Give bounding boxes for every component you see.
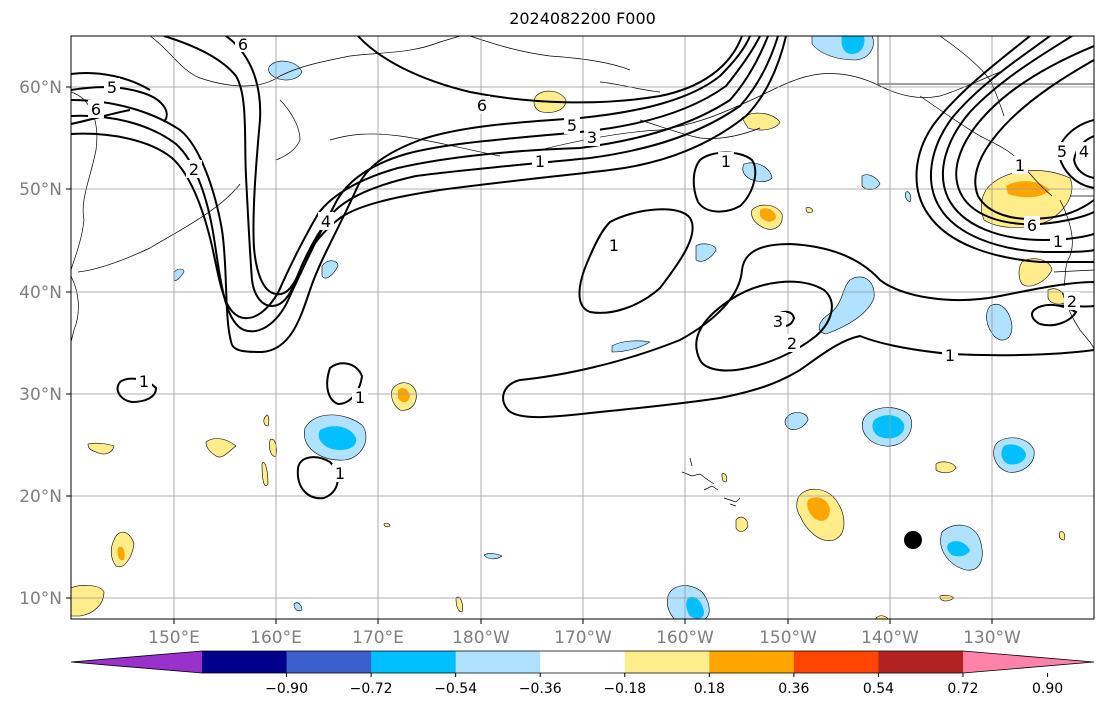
contour-labels: 6 5 6 6 5 3 1 2 4 1 1 1 3 2 bbox=[88, 35, 1092, 483]
contour-label: 3 bbox=[587, 128, 597, 147]
contour-label: 4 bbox=[321, 212, 331, 231]
colorbar-segment bbox=[624, 651, 710, 673]
contour-label: 3 bbox=[773, 312, 783, 331]
map-area bbox=[71, 36, 1094, 619]
colorbar-segment bbox=[709, 651, 795, 673]
colorbar-extend-min bbox=[71, 651, 202, 673]
contour-label: 1 bbox=[535, 152, 545, 171]
contour-label: 1 bbox=[945, 346, 955, 365]
lon-label: 160°E bbox=[250, 628, 302, 648]
colorbar-segment bbox=[540, 651, 626, 673]
latitude-labels: 60°N 50°N 40°N 30°N 20°N 10°N bbox=[19, 78, 71, 609]
lon-label: 130°W bbox=[963, 628, 1021, 648]
lon-label: 170°W bbox=[554, 628, 612, 648]
colorbar: −0.90 −0.72 −0.54 −0.36 −0.18 0.18 0.36 0.54 0.7… bbox=[70, 650, 1095, 697]
colorbar-tick-label: −0.54 bbox=[434, 681, 477, 697]
lon-label: 140°W bbox=[861, 628, 919, 648]
colorbar-segment bbox=[793, 651, 879, 673]
shading-layer bbox=[71, 36, 1073, 619]
colorbar-extend-max bbox=[963, 651, 1094, 673]
colorbar-segment bbox=[202, 651, 288, 673]
lon-label: 150°E bbox=[148, 628, 200, 648]
lat-label: 20°N bbox=[19, 487, 62, 507]
colorbar-segment bbox=[878, 651, 964, 673]
colorbar-segment bbox=[286, 651, 372, 673]
contour-label: 5 bbox=[567, 116, 577, 135]
lon-label: 180°W bbox=[452, 628, 510, 648]
contour-label: 6 bbox=[238, 35, 248, 54]
colorbar-tick-label: −0.36 bbox=[519, 681, 562, 697]
contour-label: 6 bbox=[91, 100, 101, 119]
longitude-labels: 150°E 160°E 170°E 180°W 170°W 160°W 150°… bbox=[148, 619, 1021, 648]
colorbar-tick-label: 0.18 bbox=[694, 681, 725, 697]
colorbar-tick-label: 0.36 bbox=[778, 681, 809, 697]
contour-label: 1 bbox=[139, 372, 149, 391]
colorbar-outline bbox=[70, 650, 1095, 674]
contour-label: 1 bbox=[1053, 232, 1063, 251]
map-title: 2024082200 F000 bbox=[509, 9, 656, 28]
lat-label: 60°N bbox=[19, 78, 62, 98]
contour-label: 6 bbox=[477, 96, 487, 115]
contour-label: 1 bbox=[335, 464, 345, 483]
colorbar-tick-label: 0.90 bbox=[1032, 681, 1063, 697]
lon-label: 150°W bbox=[759, 628, 817, 648]
lat-label: 40°N bbox=[19, 283, 62, 303]
lon-label: 170°E bbox=[352, 628, 404, 648]
lat-label: 50°N bbox=[19, 180, 62, 200]
colorbar-tick-label: 0.54 bbox=[863, 681, 894, 697]
contour-label: 5 bbox=[107, 78, 117, 97]
contour-label: 5 bbox=[1057, 142, 1067, 161]
colorbar-tick-label: −0.18 bbox=[603, 681, 646, 697]
colorbar-segment bbox=[455, 651, 541, 673]
contour-label: 2 bbox=[189, 160, 199, 179]
contour-label: 2 bbox=[787, 334, 797, 353]
contour-label: 1 bbox=[1015, 156, 1025, 175]
contour-label: 6 bbox=[1027, 216, 1037, 235]
lon-label: 160°W bbox=[656, 628, 714, 648]
location-marker bbox=[904, 531, 922, 549]
lat-label: 10°N bbox=[19, 589, 62, 609]
contour-label: 1 bbox=[721, 152, 731, 171]
contour-label: 4 bbox=[1079, 142, 1089, 161]
lat-label: 30°N bbox=[19, 385, 62, 405]
contour-label: 2 bbox=[1067, 292, 1077, 311]
contour-label: 1 bbox=[609, 236, 619, 255]
colorbar-segment bbox=[371, 651, 457, 673]
colorbar-tick-label: −0.90 bbox=[265, 681, 308, 697]
colorbar-tick-label: 0.72 bbox=[947, 681, 978, 697]
colorbar-tick-label: −0.72 bbox=[350, 681, 393, 697]
contour-label: 1 bbox=[355, 388, 365, 407]
gridlines bbox=[71, 36, 1094, 619]
